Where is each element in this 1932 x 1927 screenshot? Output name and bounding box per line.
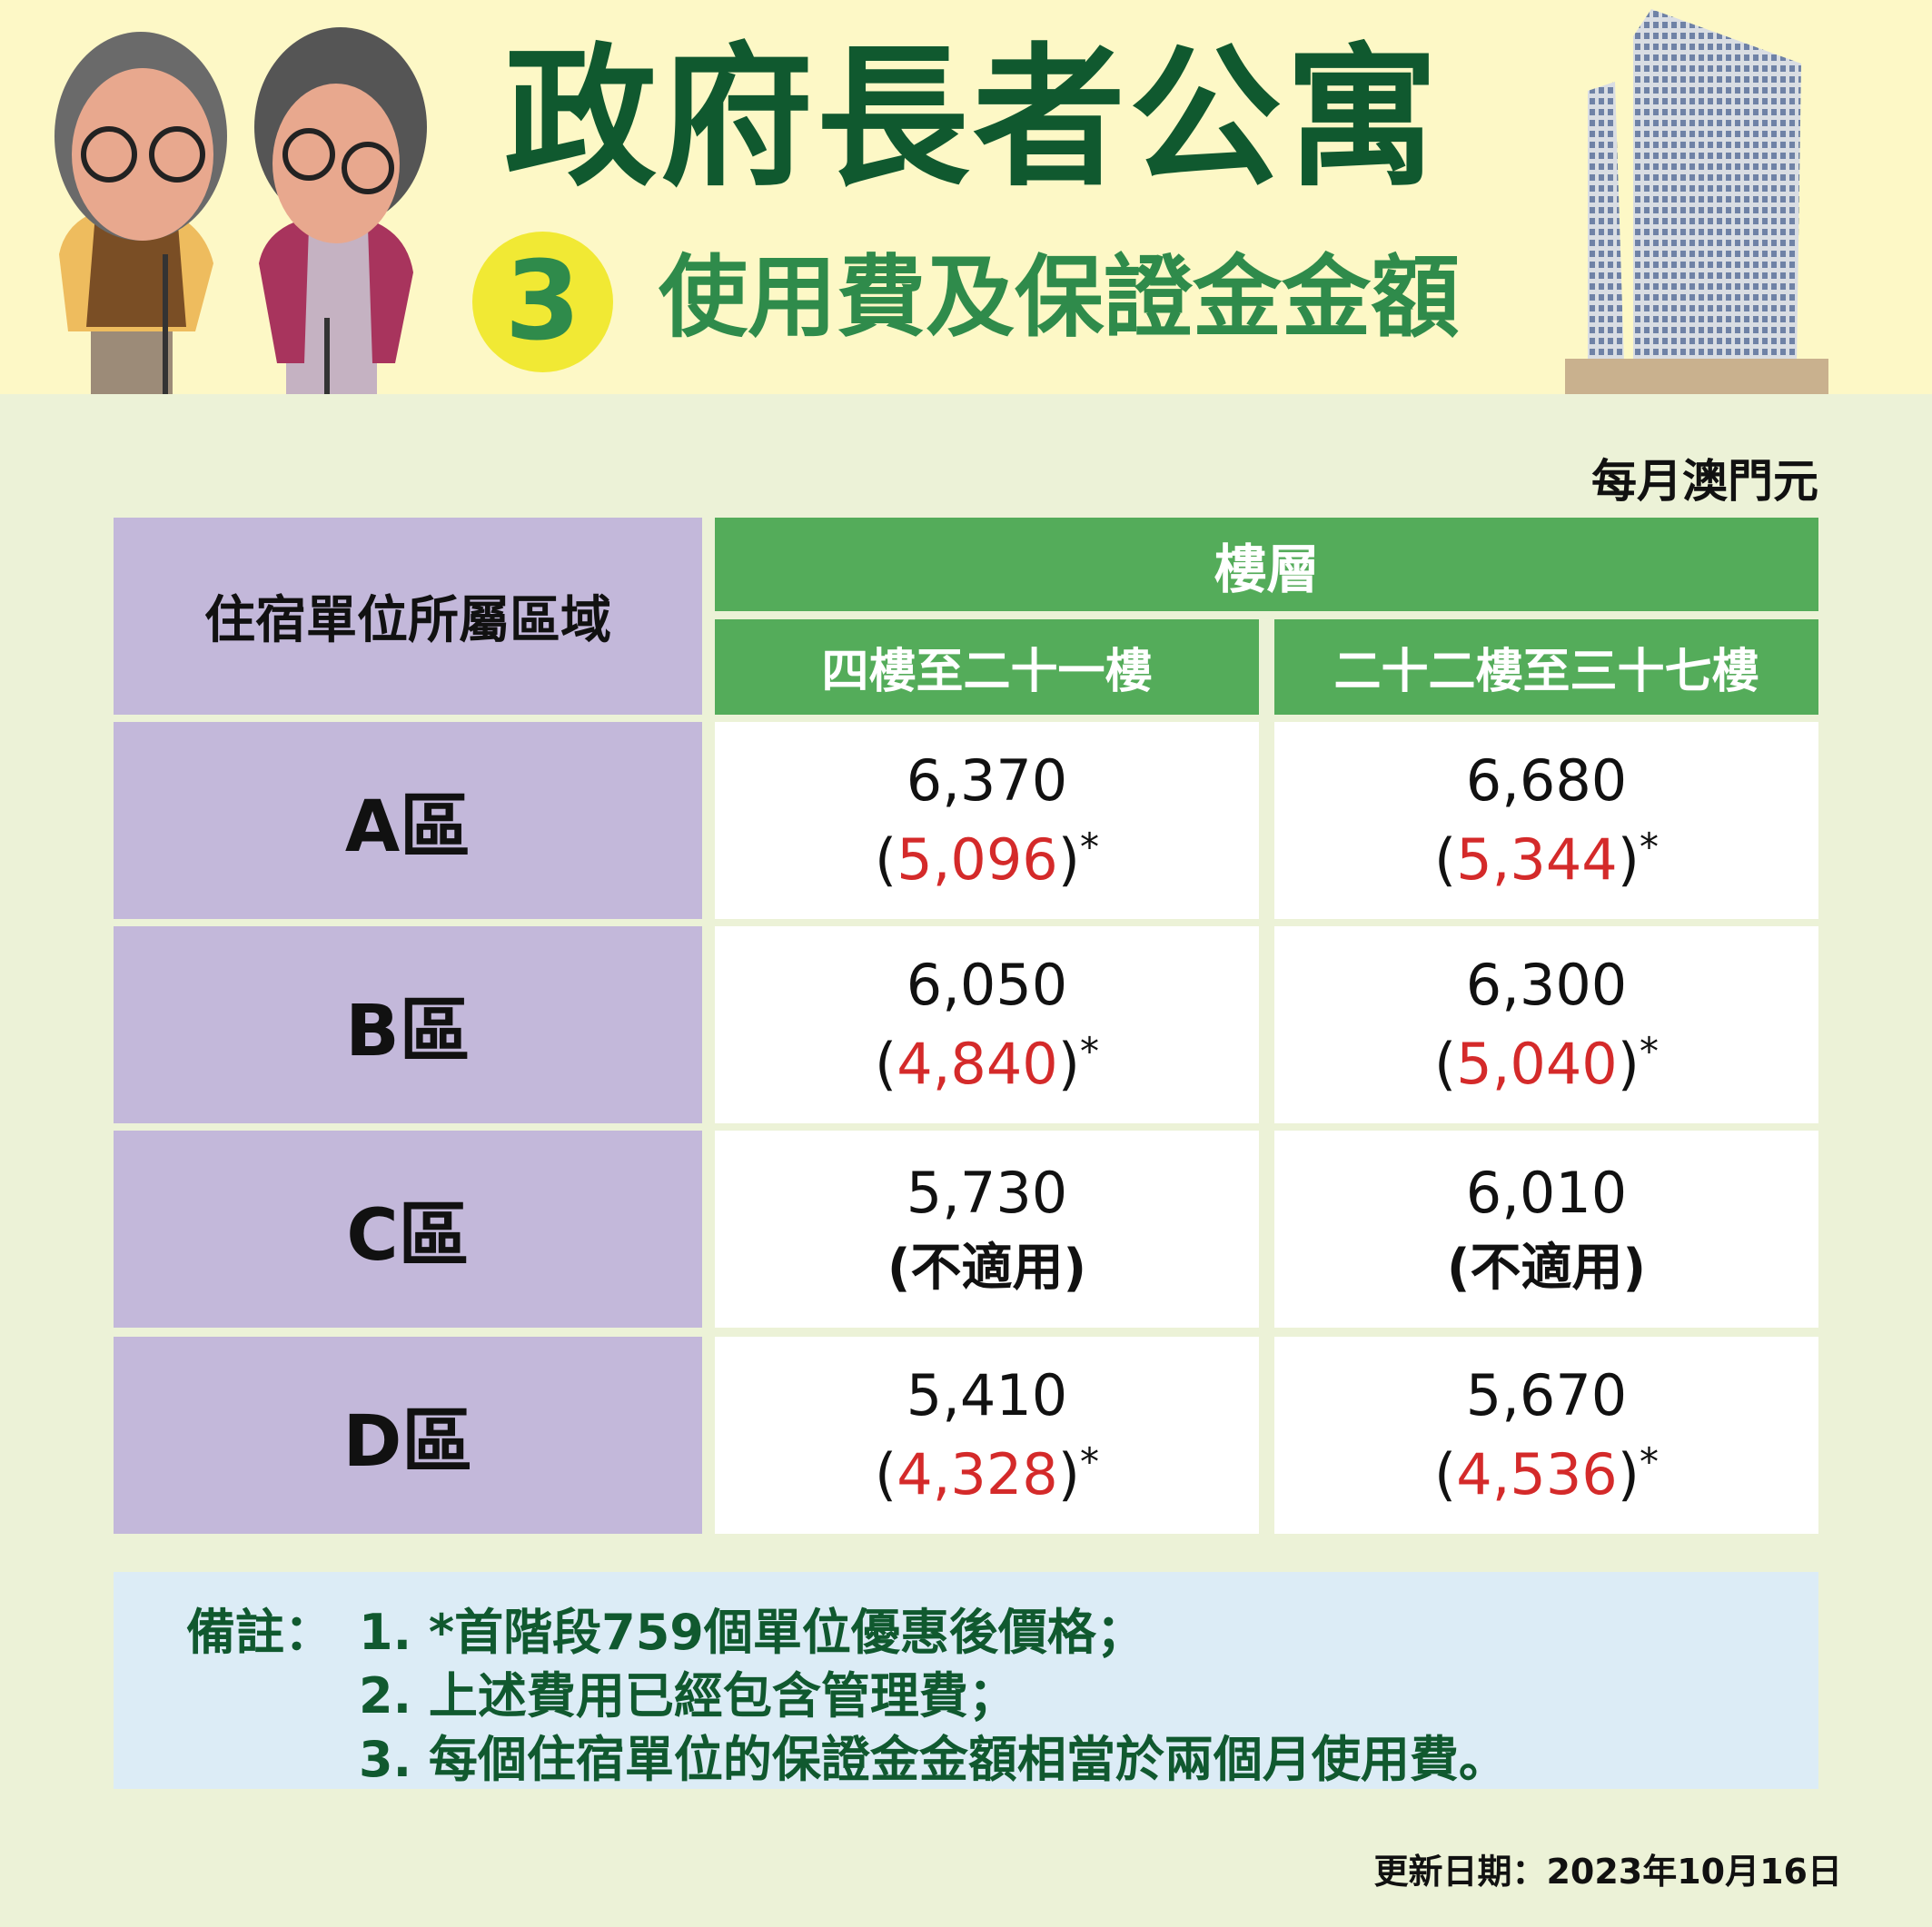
page-subtitle: 使用費及保證金金額 bbox=[659, 246, 1461, 350]
note-item: 3. 每個住宿單位的保證金金額相當於兩個月使用費。 bbox=[359, 1731, 1508, 1788]
asterisk: * bbox=[1079, 1028, 1099, 1073]
standard-price: 5,410 bbox=[906, 1361, 1068, 1428]
fee-cell: 5,670 (4,536)* bbox=[1274, 1337, 1818, 1534]
zone-cell: D區 bbox=[114, 1337, 702, 1534]
note-item: 2. 上述費用已經包含管理費； bbox=[359, 1667, 1017, 1724]
notes-box: 備註： 1. *首階段759個單位優惠後價格； 2. 上述費用已經包含管理費； … bbox=[114, 1572, 1818, 1789]
zone-column-header-text: 住宿單位所屬區域 bbox=[204, 591, 611, 650]
zone-column-header: 住宿單位所屬區域 bbox=[114, 518, 702, 715]
fee-cell: 6,010 (不適用) bbox=[1274, 1131, 1818, 1328]
standard-price: 6,050 bbox=[906, 951, 1068, 1018]
fee-cell: 6,300 (5,040)* bbox=[1274, 926, 1818, 1123]
step-number-badge: 3 bbox=[472, 232, 613, 372]
standard-price: 6,300 bbox=[1465, 951, 1628, 1018]
asterisk: * bbox=[1639, 1028, 1659, 1073]
zone-label: C區 bbox=[346, 1194, 470, 1277]
note-item: 1. *首階段759個單位優惠後價格； bbox=[359, 1604, 1145, 1661]
zone-label: D區 bbox=[342, 1400, 473, 1483]
zone-cell: C區 bbox=[114, 1131, 702, 1328]
fee-cell: 5,730 (不適用) bbox=[715, 1131, 1259, 1328]
discount-value: 5,096 bbox=[897, 825, 1058, 893]
header-banner: 政府長者公寓 3 使用費及保證金金額 bbox=[0, 0, 1932, 394]
elderly-man-illustration bbox=[54, 32, 227, 394]
discount-value: 5,040 bbox=[1456, 1030, 1618, 1097]
not-applicable-text: (不適用) bbox=[887, 1238, 1087, 1298]
standard-price: 5,730 bbox=[906, 1159, 1068, 1226]
floor-group-header-text: 樓層 bbox=[1214, 538, 1320, 600]
column-header-text: 四樓至二十一樓 bbox=[821, 645, 1153, 699]
page-title: 政府長者公寓 bbox=[504, 29, 1442, 207]
discount-value: 4,328 bbox=[897, 1440, 1058, 1507]
standard-price: 6,370 bbox=[906, 746, 1068, 814]
column-header-text: 二十二樓至三十七樓 bbox=[1333, 645, 1759, 699]
fee-cell: 5,410 (4,328)* bbox=[715, 1337, 1259, 1534]
zone-cell: A區 bbox=[114, 722, 702, 919]
floor-group-header: 樓層 bbox=[715, 518, 1818, 611]
asterisk: * bbox=[1079, 1438, 1099, 1484]
zone-label: B區 bbox=[345, 990, 471, 1072]
discount-value: 5,344 bbox=[1456, 825, 1618, 893]
discount-price: (4,328)* bbox=[875, 1438, 1099, 1507]
asterisk: * bbox=[1639, 1438, 1659, 1484]
fee-cell: 6,050 (4,840)* bbox=[715, 926, 1259, 1123]
standard-price: 5,670 bbox=[1465, 1361, 1628, 1428]
building-illustration bbox=[1565, 9, 1828, 394]
fee-cell: 6,370 (5,096)* bbox=[715, 722, 1259, 919]
column-header-low-floors: 四樓至二十一樓 bbox=[715, 619, 1259, 715]
asterisk: * bbox=[1079, 824, 1099, 869]
standard-price: 6,010 bbox=[1465, 1159, 1628, 1226]
discount-value: 4,536 bbox=[1456, 1440, 1618, 1507]
fee-cell: 6,680 (5,344)* bbox=[1274, 722, 1818, 919]
standard-price: 6,680 bbox=[1465, 746, 1628, 814]
asterisk: * bbox=[1639, 824, 1659, 869]
elderly-woman-illustration bbox=[254, 27, 427, 394]
currency-unit-label: 每月澳門元 bbox=[1591, 455, 1818, 508]
zone-label: A區 bbox=[344, 786, 471, 868]
discount-price: (5,344)* bbox=[1434, 824, 1659, 893]
discount-price: (5,096)* bbox=[875, 824, 1099, 893]
notes-label: 備註： bbox=[186, 1604, 333, 1661]
discount-price: (5,040)* bbox=[1434, 1028, 1659, 1097]
not-applicable-text: (不適用) bbox=[1446, 1238, 1647, 1298]
zone-cell: B區 bbox=[114, 926, 702, 1123]
column-header-high-floors: 二十二樓至三十七樓 bbox=[1274, 619, 1818, 715]
update-date: 更新日期：2023年10月16日 bbox=[1373, 1852, 1842, 1892]
discount-value: 4,840 bbox=[897, 1030, 1058, 1097]
discount-price: (4,536)* bbox=[1434, 1438, 1659, 1507]
discount-price: (4,840)* bbox=[875, 1028, 1099, 1097]
